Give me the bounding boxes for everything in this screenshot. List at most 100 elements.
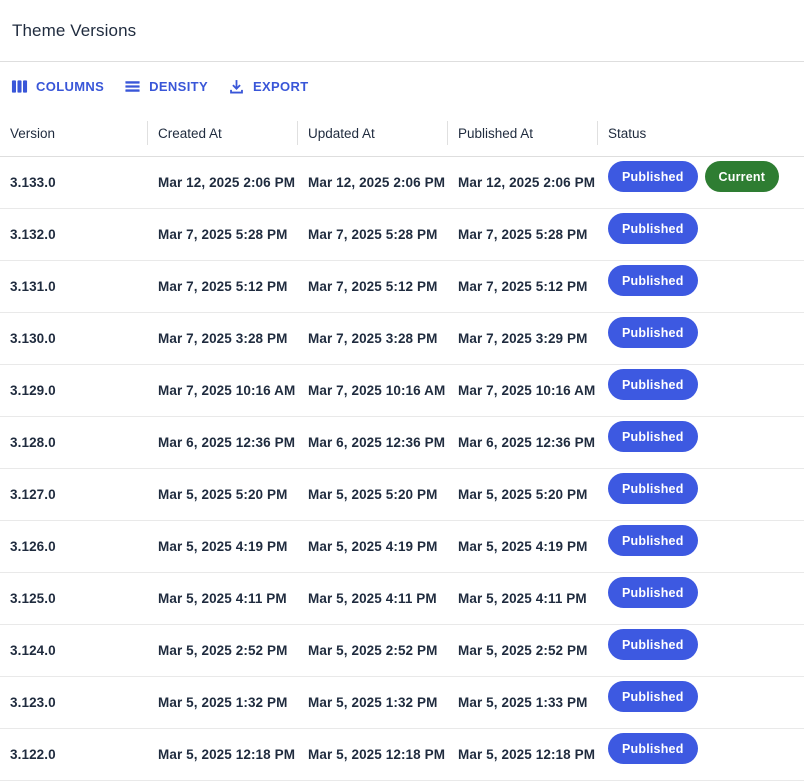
version-cell: 3.132.0: [10, 227, 56, 242]
published-badge: Published: [608, 629, 698, 660]
status-cell: Published Current: [598, 161, 804, 198]
published-badge: Published: [608, 265, 698, 296]
published-badge: Published: [608, 213, 698, 244]
status-cell: Published: [598, 421, 804, 458]
version-cell: 3.122.0: [10, 747, 56, 762]
status-cell: Published: [598, 265, 804, 302]
updated-at-cell: Mar 7, 2025 5:12 PM: [308, 279, 438, 294]
published-badge: Published: [608, 473, 698, 504]
column-header-created-at[interactable]: Created At: [148, 110, 298, 156]
published-badge: Published: [608, 421, 698, 452]
published-badge: Published: [608, 733, 698, 764]
created-at-cell: Mar 5, 2025 5:20 PM: [158, 487, 288, 502]
status-cell: Published: [598, 525, 804, 562]
updated-at-cell: Mar 6, 2025 12:36 PM: [308, 435, 446, 450]
published-at-cell: Mar 7, 2025 5:12 PM: [458, 279, 588, 294]
columns-button[interactable]: COLUMNS: [6, 74, 109, 99]
published-at-cell: Mar 7, 2025 5:28 PM: [458, 227, 588, 242]
table-row[interactable]: 3.126.0 Mar 5, 2025 4:19 PM Mar 5, 2025 …: [0, 521, 804, 573]
updated-at-cell: Mar 5, 2025 2:52 PM: [308, 643, 438, 658]
created-at-cell: Mar 7, 2025 3:28 PM: [158, 331, 288, 346]
page-title: Theme Versions: [12, 20, 137, 40]
published-at-cell: Mar 12, 2025 2:06 PM: [458, 175, 596, 190]
updated-at-cell: Mar 5, 2025 5:20 PM: [308, 487, 438, 502]
table-header-row: Version Created At Updated At Published …: [0, 110, 804, 157]
published-at-cell: Mar 7, 2025 3:29 PM: [458, 331, 588, 346]
published-at-cell: Mar 6, 2025 12:36 PM: [458, 435, 596, 450]
updated-at-cell: Mar 5, 2025 4:19 PM: [308, 539, 438, 554]
status-cell: Published: [598, 317, 804, 354]
table-row[interactable]: 3.127.0 Mar 5, 2025 5:20 PM Mar 5, 2025 …: [0, 469, 804, 521]
published-at-cell: Mar 5, 2025 4:19 PM: [458, 539, 588, 554]
published-at-cell: Mar 7, 2025 10:16 AM: [458, 383, 596, 398]
status-cell: Published: [598, 369, 804, 406]
status-cell: Published: [598, 473, 804, 510]
view-columns-icon: [11, 78, 28, 95]
density-button-label: DENSITY: [149, 78, 208, 94]
export-button-label: EXPORT: [252, 78, 309, 94]
published-badge: Published: [608, 681, 698, 712]
created-at-cell: Mar 5, 2025 1:32 PM: [158, 695, 288, 710]
version-cell: 3.127.0: [10, 487, 56, 502]
table-row[interactable]: 3.131.0 Mar 7, 2025 5:12 PM Mar 7, 2025 …: [0, 261, 804, 313]
updated-at-cell: Mar 5, 2025 1:32 PM: [308, 695, 438, 710]
status-cell: Published: [598, 733, 804, 770]
published-badge: Published: [608, 317, 698, 348]
created-at-cell: Mar 7, 2025 5:12 PM: [158, 279, 288, 294]
published-badge: Published: [608, 525, 698, 556]
status-cell: Published: [598, 629, 804, 666]
table-row[interactable]: 3.123.0 Mar 5, 2025 1:32 PM Mar 5, 2025 …: [0, 677, 804, 729]
published-at-cell: Mar 5, 2025 2:52 PM: [458, 643, 588, 658]
table-row[interactable]: 3.132.0 Mar 7, 2025 5:28 PM Mar 7, 2025 …: [0, 209, 804, 261]
version-cell: 3.130.0: [10, 331, 56, 346]
updated-at-cell: Mar 5, 2025 12:18 PM: [308, 747, 446, 762]
published-badge: Published: [608, 161, 698, 192]
created-at-cell: Mar 7, 2025 5:28 PM: [158, 227, 288, 242]
table-row[interactable]: 3.122.0 Mar 5, 2025 12:18 PM Mar 5, 2025…: [0, 729, 804, 781]
table-row[interactable]: 3.133.0 Mar 12, 2025 2:06 PM Mar 12, 202…: [0, 157, 804, 209]
version-cell: 3.133.0: [10, 175, 56, 190]
updated-at-cell: Mar 5, 2025 4:11 PM: [308, 591, 437, 606]
updated-at-cell: Mar 7, 2025 5:28 PM: [308, 227, 438, 242]
density-button[interactable]: DENSITY: [119, 74, 213, 99]
status-cell: Published: [598, 577, 804, 614]
published-at-cell: Mar 5, 2025 4:11 PM: [458, 591, 587, 606]
table-row[interactable]: 3.129.0 Mar 7, 2025 10:16 AM Mar 7, 2025…: [0, 365, 804, 417]
created-at-cell: Mar 6, 2025 12:36 PM: [158, 435, 296, 450]
table-body: 3.133.0 Mar 12, 2025 2:06 PM Mar 12, 202…: [0, 157, 804, 781]
table-row[interactable]: 3.130.0 Mar 7, 2025 3:28 PM Mar 7, 2025 …: [0, 313, 804, 365]
table-row[interactable]: 3.125.0 Mar 5, 2025 4:11 PM Mar 5, 2025 …: [0, 573, 804, 625]
column-header-status[interactable]: Status: [608, 125, 647, 141]
version-cell: 3.124.0: [10, 643, 56, 658]
current-badge: Current: [704, 161, 780, 192]
columns-button-label: COLUMNS: [36, 78, 105, 94]
published-badge: Published: [608, 577, 698, 608]
version-cell: 3.128.0: [10, 435, 56, 450]
created-at-cell: Mar 5, 2025 12:18 PM: [158, 747, 296, 762]
column-header-version[interactable]: Version: [0, 110, 148, 156]
created-at-cell: Mar 5, 2025 4:11 PM: [158, 591, 287, 606]
created-at-cell: Mar 5, 2025 4:19 PM: [158, 539, 288, 554]
column-header-updated-at[interactable]: Updated At: [298, 110, 448, 156]
created-at-cell: Mar 12, 2025 2:06 PM: [158, 175, 296, 190]
published-at-cell: Mar 5, 2025 1:33 PM: [458, 695, 588, 710]
version-cell: 3.125.0: [10, 591, 56, 606]
updated-at-cell: Mar 7, 2025 10:16 AM: [308, 383, 446, 398]
table-row[interactable]: 3.128.0 Mar 6, 2025 12:36 PM Mar 6, 2025…: [0, 417, 804, 469]
status-cell: Published: [598, 681, 804, 718]
published-at-cell: Mar 5, 2025 12:18 PM: [458, 747, 596, 762]
created-at-cell: Mar 7, 2025 10:16 AM: [158, 383, 296, 398]
grid-toolbar: COLUMNS DENSITY EXPORT: [0, 62, 804, 110]
download-icon: [228, 78, 245, 95]
column-header-published-at[interactable]: Published At: [448, 110, 598, 156]
version-cell: 3.123.0: [10, 695, 56, 710]
published-at-cell: Mar 5, 2025 5:20 PM: [458, 487, 588, 502]
published-badge: Published: [608, 369, 698, 400]
version-cell: 3.126.0: [10, 539, 56, 554]
status-cell: Published: [598, 213, 804, 250]
export-button[interactable]: EXPORT: [223, 74, 314, 99]
updated-at-cell: Mar 12, 2025 2:06 PM: [308, 175, 446, 190]
title-bar: Theme Versions: [0, 0, 804, 62]
table-row[interactable]: 3.124.0 Mar 5, 2025 2:52 PM Mar 5, 2025 …: [0, 625, 804, 677]
version-cell: 3.129.0: [10, 383, 56, 398]
